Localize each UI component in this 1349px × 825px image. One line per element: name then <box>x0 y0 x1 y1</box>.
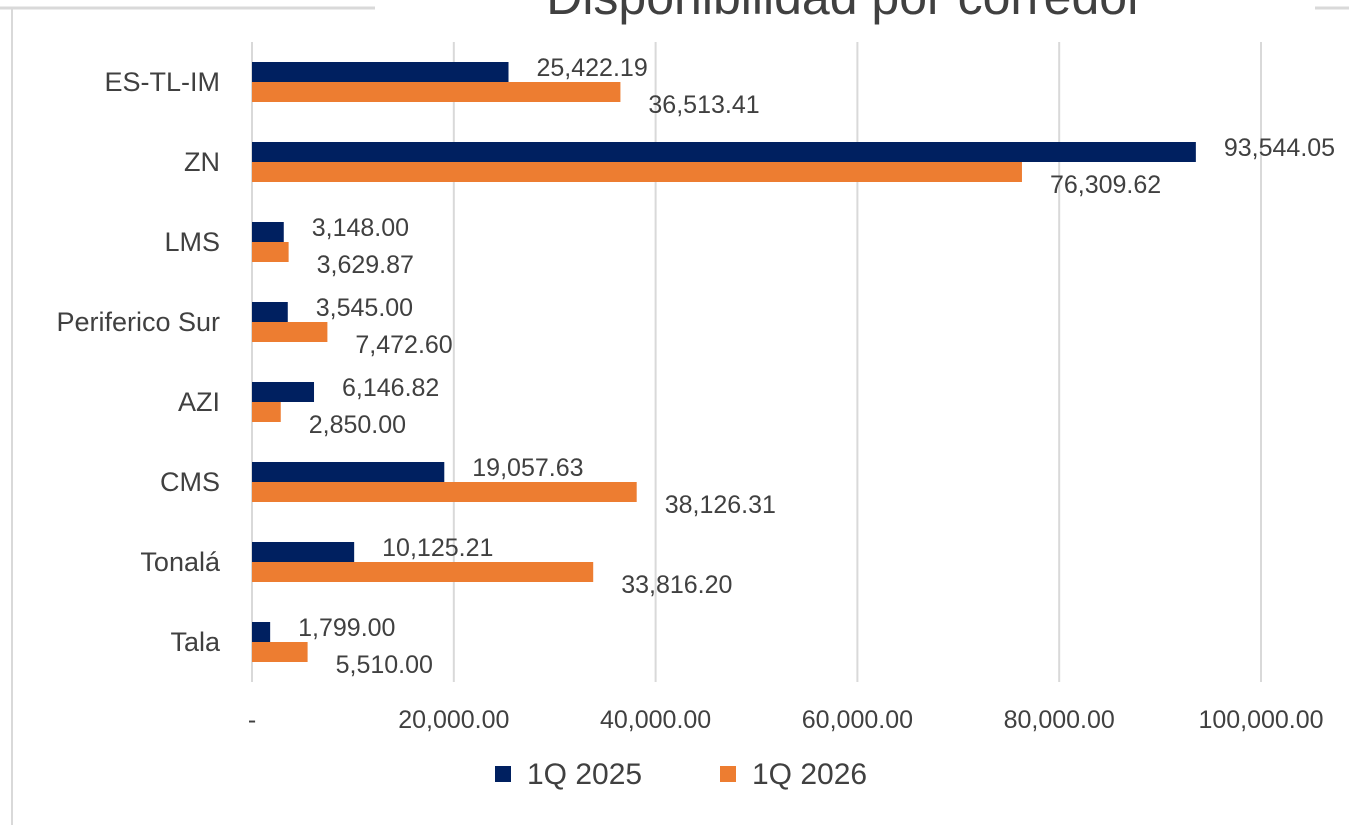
y-tick-label: AZI <box>178 387 220 417</box>
legend-label: 1Q 2026 <box>752 758 867 791</box>
bar <box>252 62 509 82</box>
bar <box>252 82 621 102</box>
data-label: 93,544.05 <box>1224 134 1335 162</box>
data-label: 5,510.00 <box>336 651 433 679</box>
data-label: 1,799.00 <box>298 614 395 642</box>
y-tick-label: Periferico Sur <box>56 307 220 337</box>
data-label: 7,472.60 <box>355 331 452 359</box>
bar <box>252 562 594 582</box>
data-label: 38,126.31 <box>665 491 776 519</box>
x-tick-label: 100,000.00 <box>1198 706 1323 734</box>
bar <box>252 402 281 422</box>
data-label: 2,850.00 <box>309 411 406 439</box>
legend-swatch <box>720 766 736 782</box>
data-label: 3,545.00 <box>316 294 413 322</box>
bar <box>252 462 445 482</box>
x-tick-label: 60,000.00 <box>802 706 913 734</box>
chart-title: Disponibilidad por corredor <box>546 0 1144 25</box>
bar <box>252 142 1196 162</box>
data-label: 3,629.87 <box>317 251 414 279</box>
data-label: 36,513.41 <box>648 91 759 119</box>
data-label: 19,057.63 <box>472 454 583 482</box>
data-label: 76,309.62 <box>1050 171 1161 199</box>
x-tick-label: 80,000.00 <box>1004 706 1115 734</box>
bar <box>252 542 355 562</box>
x-tick-label: 40,000.00 <box>600 706 711 734</box>
y-tick-label: CMS <box>160 467 220 497</box>
legend-label: 1Q 2025 <box>527 758 642 791</box>
bar <box>252 302 288 322</box>
bar <box>252 482 637 502</box>
data-label: 25,422.19 <box>537 54 648 82</box>
bar <box>252 242 289 262</box>
data-label: 3,148.00 <box>312 214 409 242</box>
y-tick-label: Tonalá <box>140 547 221 577</box>
legend-swatch <box>495 766 511 782</box>
y-tick-label: ZN <box>184 147 220 177</box>
bar <box>252 222 284 242</box>
data-label: 33,816.20 <box>621 571 732 599</box>
data-label: 6,146.82 <box>342 374 439 402</box>
y-tick-label: ES-TL-IM <box>104 67 220 97</box>
bar <box>252 622 271 642</box>
bar <box>252 322 328 342</box>
data-label: 10,125.21 <box>382 534 493 562</box>
y-tick-label: Tala <box>170 627 221 657</box>
bar <box>252 162 1022 182</box>
bar <box>252 382 315 402</box>
x-tick-label: - <box>248 706 256 734</box>
x-tick-label: 20,000.00 <box>398 706 509 734</box>
bar <box>252 642 308 662</box>
y-tick-label: LMS <box>164 227 220 257</box>
